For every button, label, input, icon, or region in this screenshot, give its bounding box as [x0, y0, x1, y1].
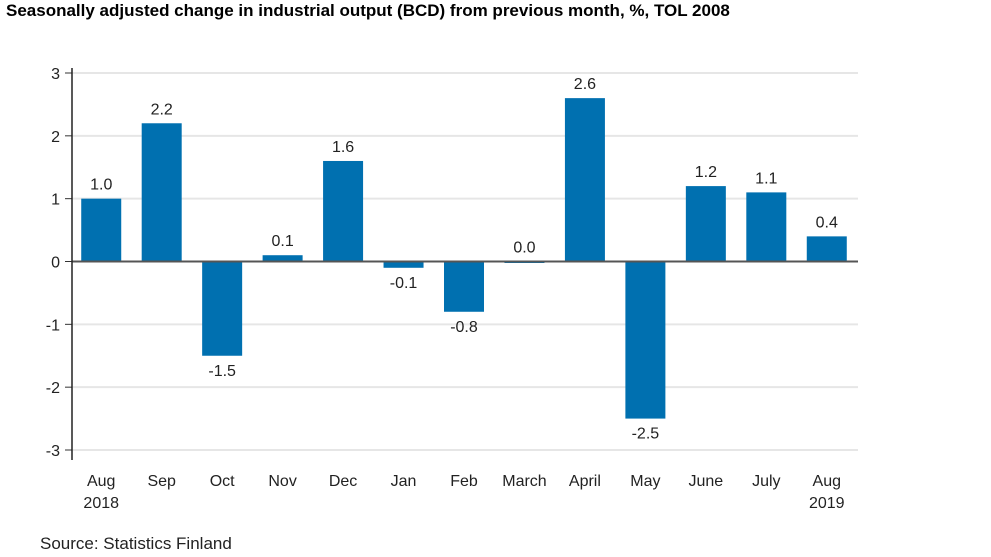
bar	[141, 123, 182, 262]
x-tick-label: Jan	[391, 473, 417, 490]
bar	[323, 160, 364, 262]
x-tick-label: March	[502, 473, 546, 490]
x-tick-label: Oct	[210, 473, 235, 490]
data-label: -0.1	[390, 275, 418, 292]
x-tick-label: Aug 2018	[83, 473, 119, 512]
data-label: 1.0	[90, 177, 112, 194]
data-label: 0.1	[271, 233, 293, 250]
data-label: -1.5	[208, 363, 236, 380]
bar	[806, 236, 847, 262]
y-tick-label: -3	[46, 443, 60, 460]
x-tick-label: July	[752, 473, 780, 490]
data-label: -2.5	[632, 426, 660, 443]
chart-title: Seasonally adjusted change in industrial…	[6, 1, 730, 20]
y-tick-label: 0	[51, 255, 60, 272]
x-tick-label: Aug 2019	[809, 473, 845, 512]
source-note: Source: Statistics Finland	[40, 534, 232, 553]
data-label: 2.2	[151, 101, 173, 118]
data-label: -0.8	[450, 319, 478, 336]
bar	[202, 261, 243, 356]
bar	[444, 261, 484, 312]
y-tick-label: -2	[46, 380, 60, 397]
data-label: 0.0	[513, 240, 535, 257]
data-label: 1.2	[695, 164, 717, 181]
x-tick-label: Nov	[268, 473, 296, 490]
x-tick-label: June	[688, 473, 723, 490]
bar	[625, 261, 666, 419]
bar	[564, 98, 605, 262]
data-label: 1.6	[332, 139, 354, 156]
y-tick-label: 2	[51, 129, 60, 146]
y-tick-label: 3	[51, 66, 60, 83]
x-tick-label: Feb	[450, 473, 478, 490]
bar	[383, 261, 424, 268]
data-label: 1.1	[755, 170, 777, 187]
y-tick-label: -1	[46, 317, 60, 334]
bar	[262, 255, 303, 262]
y-tick-label: 1	[51, 192, 60, 209]
x-tick-label: Sep	[147, 473, 176, 490]
bar	[685, 186, 726, 262]
x-tick-label: April	[569, 473, 601, 490]
bar	[746, 192, 787, 262]
data-label: 0.4	[816, 214, 838, 231]
x-tick-label: Dec	[329, 473, 357, 490]
data-label: 2.6	[574, 76, 596, 93]
bar	[81, 198, 122, 262]
x-tick-label: May	[630, 473, 660, 490]
